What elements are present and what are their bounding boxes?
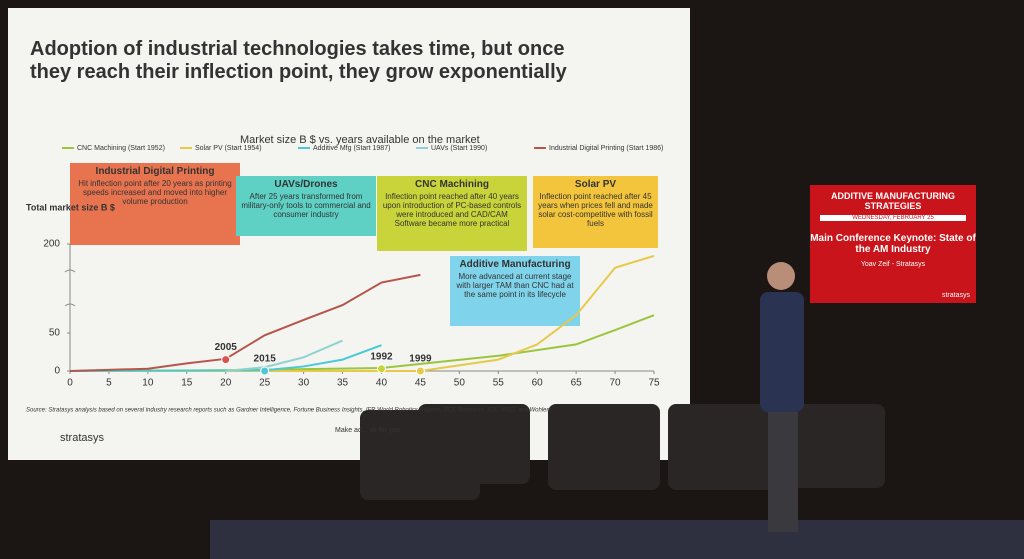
y-tick-label: 0 bbox=[54, 366, 60, 377]
screen-session: Main Conference Keynote: State of the AM… bbox=[810, 233, 976, 255]
series-line bbox=[70, 254, 655, 372]
side-screen: ADDITIVE MANUFACTURING STRATEGIES WEDNES… bbox=[810, 185, 976, 303]
x-tick-label: 5 bbox=[106, 378, 112, 389]
callout-text: Inflection point reached after 45 years … bbox=[538, 192, 653, 228]
callout-title: Industrial Digital Printing bbox=[95, 166, 215, 177]
x-tick-label: 10 bbox=[142, 378, 154, 389]
x-tick-label: 70 bbox=[610, 378, 622, 389]
x-tick-label: 75 bbox=[648, 378, 660, 389]
y-tick-label: 50 bbox=[49, 328, 61, 339]
screen-sponsor: stratasys bbox=[941, 292, 970, 299]
screen-speaker: Yoav Zeif - Stratasys bbox=[860, 261, 926, 268]
callout-text: After 25 years transformed from military… bbox=[241, 192, 371, 219]
y-tick-label: 200 bbox=[43, 239, 60, 250]
series-line bbox=[69, 344, 382, 372]
callout: CNC Machining Inflection point reached af… bbox=[377, 176, 527, 251]
screen-brand: ADDITIVE MANUFACTURING STRATEGIES bbox=[831, 191, 955, 211]
screen-date: WEDNESDAY, FEBRUARY 25 bbox=[820, 215, 966, 221]
x-tick-label: 50 bbox=[454, 378, 466, 389]
x-tick-label: 65 bbox=[571, 378, 583, 389]
speaker bbox=[760, 262, 804, 532]
annotation-label: 2005 bbox=[215, 342, 238, 353]
callout-text: Hit inflection point after 20 years as p… bbox=[78, 179, 232, 206]
callout: UAVs/Drones After 25 years transformed fr… bbox=[236, 176, 376, 236]
annotation-label: 1999 bbox=[409, 354, 432, 365]
slide-title: Adoption of industrial technologies take… bbox=[30, 38, 567, 83]
axis-break bbox=[64, 269, 76, 273]
x-tick-label: 35 bbox=[337, 378, 349, 389]
x-tick-label: 40 bbox=[376, 378, 388, 389]
callout-title: Solar PV bbox=[574, 179, 617, 190]
x-tick-label: 55 bbox=[493, 378, 505, 389]
legend-label: Solar PV (Start 1954) bbox=[195, 145, 262, 152]
x-tick-label: 25 bbox=[259, 378, 271, 389]
callout-title: Additive Manufacturing bbox=[459, 259, 571, 270]
series-line bbox=[69, 273, 421, 372]
annotation-dot bbox=[221, 355, 231, 365]
annotation-label: 1992 bbox=[370, 351, 393, 362]
chairs bbox=[360, 404, 885, 500]
x-tick-label: 30 bbox=[298, 378, 310, 389]
annotation-dot bbox=[376, 364, 386, 374]
series-line bbox=[225, 339, 343, 372]
legend-label: Additive Mfg (Start 1987) bbox=[313, 145, 390, 152]
callout-text: Inflection point reached after 40 years … bbox=[382, 192, 522, 228]
callout-title: UAVs/Drones bbox=[274, 179, 338, 190]
x-tick-label: 0 bbox=[67, 378, 73, 389]
chart-title: Market size B $ vs. years available on t… bbox=[240, 134, 480, 146]
slide-footer: Make ad... ck for you bbox=[335, 427, 400, 434]
x-tick-label: 20 bbox=[220, 378, 232, 389]
slide-logo: stratasys bbox=[60, 432, 105, 444]
callout-title: CNC Machining bbox=[415, 179, 489, 190]
annotation-dot bbox=[260, 366, 270, 376]
callout: Solar PV Inflection point reached after 4… bbox=[533, 176, 658, 248]
callout: Industrial Digital Printing Hit inflectio… bbox=[70, 163, 240, 245]
annotation-label: 2015 bbox=[254, 354, 277, 365]
stage-rug bbox=[210, 520, 1024, 559]
slide: Adoption of industrial technologies take… bbox=[8, 8, 690, 460]
legend-label: Industrial Digital Printing (Start 1986) bbox=[549, 145, 663, 152]
x-tick-label: 15 bbox=[181, 378, 193, 389]
x-tick-label: 60 bbox=[532, 378, 544, 389]
axis-break bbox=[64, 303, 76, 307]
source-note: Source: Stratasys analysis based on seve… bbox=[26, 408, 551, 414]
annotation-dot bbox=[415, 366, 425, 376]
legend-label: UAVs (Start 1990) bbox=[431, 145, 487, 152]
callout: Additive Manufacturing More advanced at c… bbox=[450, 256, 580, 326]
x-tick-label: 45 bbox=[415, 378, 427, 389]
legend-label: CNC Machining (Start 1952) bbox=[77, 145, 165, 152]
y-axis-label: Total market size B $ bbox=[26, 202, 115, 212]
callout-text: More advanced at current stage with larg… bbox=[456, 272, 574, 299]
